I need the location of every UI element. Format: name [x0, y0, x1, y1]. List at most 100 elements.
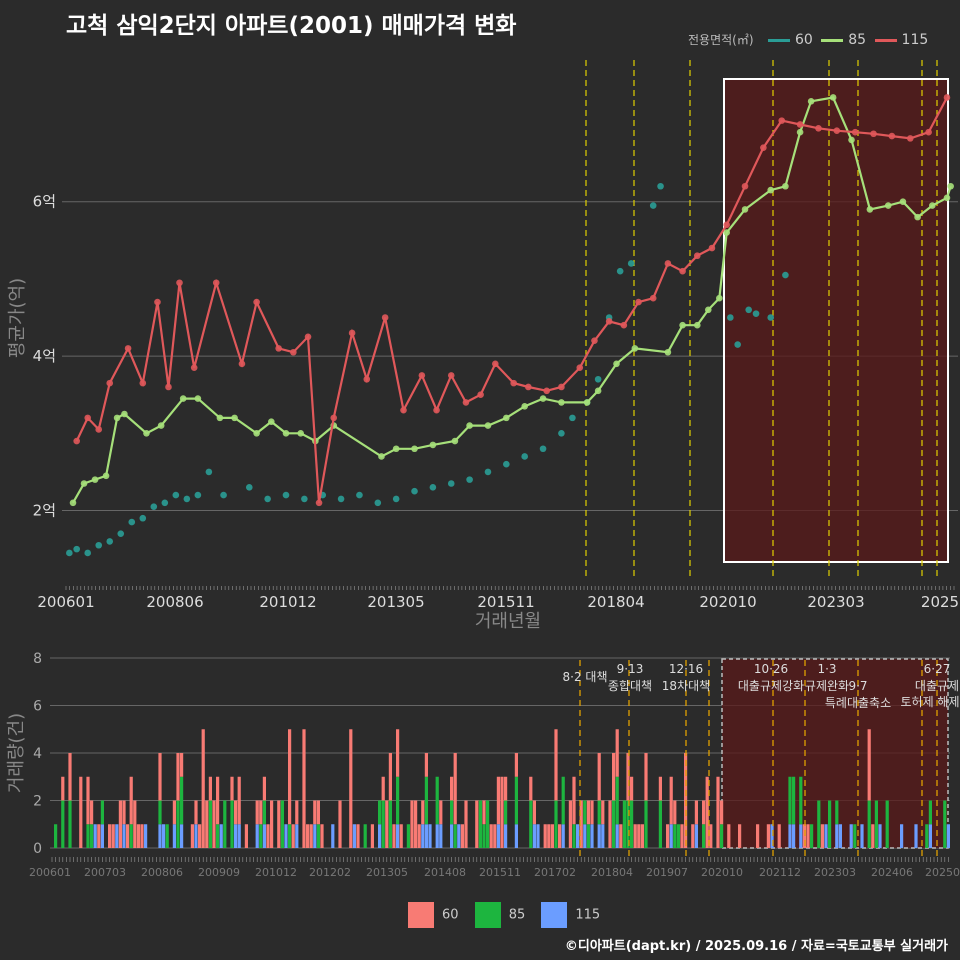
data-point-60	[503, 460, 510, 468]
volume-bar	[853, 824, 857, 848]
legend-title: 전용면적(㎡)	[688, 33, 754, 47]
data-point-115	[649, 294, 657, 302]
policy-annotation-label: 종합대책	[608, 678, 652, 693]
volume-bar	[640, 824, 644, 848]
volume-bar	[61, 776, 65, 801]
volume-bar	[205, 800, 209, 848]
volume-bar	[770, 824, 774, 848]
data-point-60	[727, 314, 734, 321]
volume-bar	[259, 824, 263, 848]
volume-bar	[676, 824, 680, 848]
data-point-60	[139, 514, 147, 522]
x-tick-label: 202010	[699, 593, 756, 611]
volume-bar	[158, 800, 162, 825]
data-point-60	[301, 495, 308, 503]
volume-bar	[597, 753, 601, 801]
volume-bar	[435, 776, 439, 825]
bar-x-tick-label: 201202	[309, 866, 351, 879]
volume-bar	[835, 800, 839, 825]
bar-x-tick-label: 201012	[255, 866, 297, 879]
data-point-85	[216, 414, 224, 422]
volume-bar	[424, 824, 428, 848]
data-point-115	[510, 379, 517, 387]
data-point-60	[594, 375, 602, 383]
volume-bar	[309, 824, 313, 848]
volume-bar	[97, 824, 101, 848]
data-point-85	[782, 182, 789, 190]
data-point-115	[447, 372, 455, 379]
volume-bar	[406, 824, 410, 848]
data-point-60	[183, 495, 191, 503]
volume-bar	[129, 776, 133, 825]
bar-y-axis-title: 거래량(건)	[6, 713, 27, 793]
data-point-115	[741, 182, 749, 190]
volume-bar	[313, 800, 317, 825]
data-point-115	[492, 360, 499, 368]
volume-bar	[666, 824, 670, 848]
volume-bar	[558, 824, 562, 848]
bar-x-tick-label: 202112	[759, 866, 801, 879]
data-point-115	[106, 379, 114, 387]
volume-bar	[108, 824, 112, 848]
bar-x-tick-label: 201305	[366, 866, 408, 879]
data-point-115	[95, 426, 103, 433]
legend-swatch-60	[767, 38, 790, 42]
data-point-115	[253, 298, 260, 306]
volume-bar	[486, 800, 490, 848]
legend-item-115: 115	[874, 32, 928, 48]
volume-bar	[381, 800, 385, 848]
volume-bar	[799, 776, 803, 825]
volume-bar	[489, 824, 493, 848]
data-point-60	[411, 487, 418, 495]
volume-bar	[414, 800, 418, 848]
volume-bar	[352, 824, 356, 848]
volume-bar	[601, 800, 605, 825]
data-point-60	[220, 491, 227, 499]
volume-bar	[316, 800, 320, 825]
volume-bar	[392, 824, 396, 848]
volume-bar	[122, 800, 126, 825]
data-point-115	[381, 314, 389, 321]
data-point-60	[161, 499, 169, 507]
volume-bar	[792, 824, 796, 848]
volume-bar	[331, 824, 335, 848]
volume-bar	[234, 824, 238, 848]
volume-bar	[180, 824, 184, 848]
policy-annotation-label: 토허제 해제	[900, 695, 959, 709]
data-point-85	[521, 402, 528, 410]
volume-bar	[792, 776, 796, 825]
data-point-60	[466, 476, 473, 483]
data-point-115	[543, 387, 551, 395]
volume-bar	[579, 800, 583, 848]
data-point-115	[290, 348, 297, 356]
volume-bar	[259, 800, 263, 825]
volume-bar	[396, 824, 400, 848]
volume-bar	[572, 824, 576, 848]
data-point-115	[815, 125, 822, 132]
data-point-85	[451, 437, 459, 445]
volume-bar	[590, 800, 594, 825]
volume-bar	[370, 824, 374, 848]
volume-bar	[338, 800, 342, 848]
policy-annotation-date: 6·27	[924, 662, 951, 676]
data-point-60	[205, 468, 213, 476]
volume-bar	[626, 800, 630, 848]
volume-bar	[356, 824, 360, 848]
volume-bar	[615, 776, 619, 825]
y-axis-title: 평균가(억)	[7, 278, 28, 358]
volume-bar	[262, 800, 266, 825]
legend-label-60: 60	[794, 32, 813, 48]
volume-bar	[378, 824, 382, 848]
x-tick-label: 201804	[587, 593, 644, 611]
data-point-115	[943, 94, 951, 101]
y-tick-label: 6억	[33, 193, 56, 211]
bar-y-tick-label: 6	[33, 699, 42, 715]
volume-bar	[550, 824, 554, 848]
volume-bar	[86, 776, 90, 825]
bar-y-tick-label: 8	[33, 651, 42, 667]
data-point-60	[627, 260, 635, 267]
bar-x-tick-label: 202010	[701, 866, 743, 879]
data-point-85	[378, 453, 385, 460]
volume-bar	[378, 800, 382, 825]
data-point-60	[374, 499, 382, 507]
